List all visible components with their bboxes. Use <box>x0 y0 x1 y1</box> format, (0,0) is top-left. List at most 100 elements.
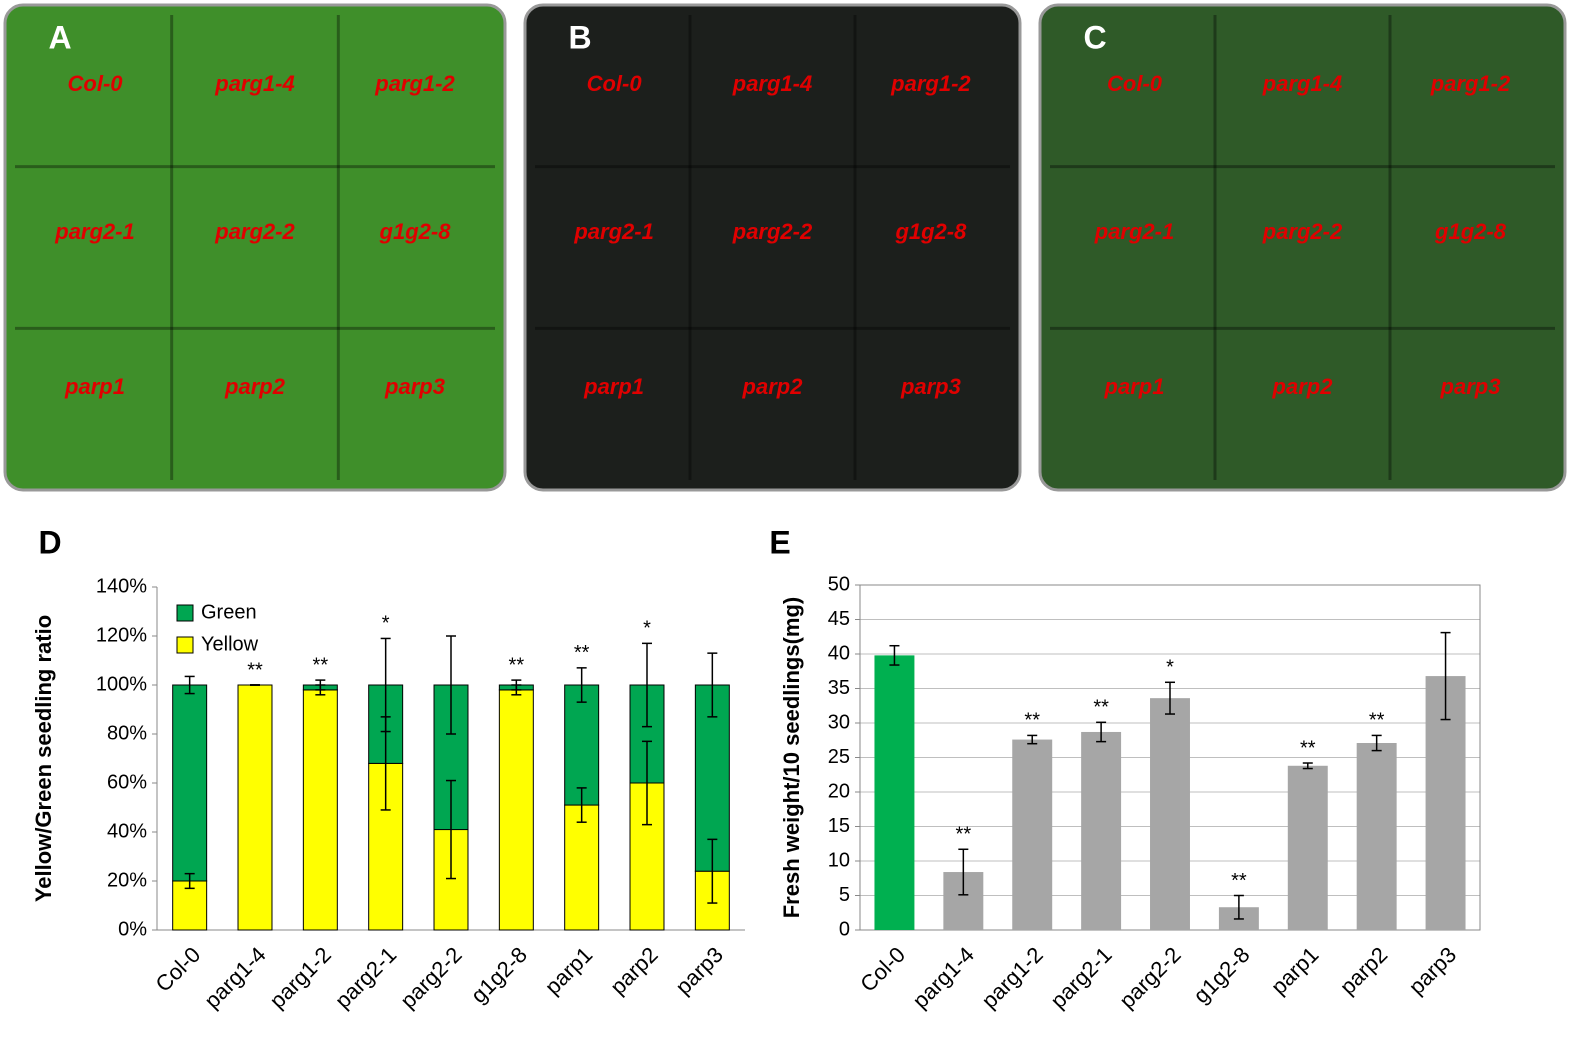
significance-label: ** <box>1024 710 1040 732</box>
significance-label: * <box>1166 657 1174 679</box>
y-tick-label: 25 <box>828 746 850 768</box>
bar <box>1012 739 1053 930</box>
genotype-label: parp1 <box>583 374 644 399</box>
significance-label: ** <box>247 659 263 681</box>
significance-label: * <box>382 613 390 635</box>
bar <box>1356 743 1397 930</box>
genotype-label: parp3 <box>1440 374 1501 399</box>
genotype-label: parg2-1 <box>54 219 134 244</box>
genotype-label: parp2 <box>742 374 804 399</box>
y-tick-label: 35 <box>828 677 850 699</box>
significance-label: ** <box>313 654 329 676</box>
genotype-label: parg2-2 <box>732 219 813 244</box>
x-tick-label: parp3 <box>671 942 728 999</box>
x-tick-label: parp3 <box>1404 942 1461 999</box>
bar-segment <box>564 684 600 806</box>
significance-label: * <box>643 618 651 640</box>
x-tick-label: parg2-1 <box>1045 942 1116 1013</box>
genotype-label: parp2 <box>1272 374 1334 399</box>
legend-swatch <box>176 636 194 654</box>
y-tick-label: 30 <box>828 711 850 733</box>
y-tick-label: 50 <box>828 573 850 595</box>
bar-segment <box>564 804 600 931</box>
genotype-label: parg2-2 <box>1262 219 1343 244</box>
x-tick-label: Col-0 <box>150 942 205 997</box>
x-tick-label: Col-0 <box>855 942 910 997</box>
y-tick-label: 120% <box>96 624 147 646</box>
genotype-label: parg1-2 <box>890 71 971 96</box>
y-tick-label: 140% <box>96 575 147 597</box>
significance-label: ** <box>574 642 590 664</box>
y-tick-label: 0% <box>118 918 147 940</box>
bar-segment <box>237 684 273 931</box>
bar <box>1150 698 1190 930</box>
panel-letter: B <box>568 19 591 55</box>
genotype-label: parg1-2 <box>374 71 455 96</box>
legend-label: Green <box>201 601 257 623</box>
genotype-label: parg1-2 <box>1430 71 1511 96</box>
x-tick-label: parg2-2 <box>395 942 466 1013</box>
panel-letter: C <box>1083 19 1106 55</box>
significance-label: ** <box>956 824 972 846</box>
x-tick-label: parg1-2 <box>265 942 336 1013</box>
genotype-label: g1g2-8 <box>379 219 452 244</box>
genotype-label: parg2-1 <box>1094 219 1174 244</box>
y-tick-label: 20 <box>828 780 850 802</box>
genotype-label: parp2 <box>224 374 286 399</box>
y-tick-label: 80% <box>107 722 147 744</box>
bar-segment <box>498 689 534 931</box>
significance-label: ** <box>1231 870 1247 892</box>
bar <box>1287 765 1328 930</box>
genotype-label: parg2-2 <box>214 219 295 244</box>
x-tick-label: parp2 <box>1335 942 1392 999</box>
significance-label: ** <box>509 654 525 676</box>
genotype-label: g1g2-8 <box>1434 219 1507 244</box>
x-tick-label: g1g2-8 <box>1188 942 1254 1008</box>
genotype-label: parp1 <box>64 374 125 399</box>
genotype-label: parp3 <box>900 374 961 399</box>
x-tick-label: parp2 <box>605 942 662 999</box>
y-tick-label: 10 <box>828 849 850 871</box>
y-tick-label: 40 <box>828 642 850 664</box>
x-tick-label: g1g2-8 <box>466 942 532 1008</box>
photo-plate <box>1038 3 1567 492</box>
genotype-label: parg1-4 <box>732 71 812 96</box>
y-axis-label: Fresh weight/10 seedlings(mg) <box>779 597 804 919</box>
genotype-label: parg1-4 <box>1262 71 1342 96</box>
bar <box>1081 731 1122 930</box>
y-tick-label: 5 <box>839 884 850 906</box>
y-tick-label: 45 <box>828 608 850 630</box>
y-tick-label: 20% <box>107 869 147 891</box>
significance-label: ** <box>1093 697 1109 719</box>
genotype-label: Col-0 <box>587 71 643 96</box>
genotype-label: parp1 <box>1104 374 1165 399</box>
significance-label: ** <box>1369 710 1385 732</box>
y-tick-label: 100% <box>96 673 147 695</box>
significance-label: ** <box>1300 737 1316 759</box>
genotype-label: Col-0 <box>1107 71 1163 96</box>
bar-segment <box>302 689 338 931</box>
genotype-label: parg2-1 <box>573 219 653 244</box>
x-tick-label: parg1-4 <box>199 942 270 1013</box>
y-tick-label: 0 <box>839 918 850 940</box>
y-axis-label: Yellow/Green seedling ratio <box>31 615 56 902</box>
y-tick-label: 40% <box>107 820 147 842</box>
legend-label: Yellow <box>201 633 259 655</box>
bar-segment <box>172 684 208 882</box>
genotype-label: parp3 <box>384 374 445 399</box>
y-tick-label: 60% <box>107 771 147 793</box>
x-tick-label: parg1-2 <box>977 942 1048 1013</box>
panel-letter: A <box>48 19 71 55</box>
panel-letter: D <box>38 524 61 560</box>
y-tick-label: 15 <box>828 815 850 837</box>
genotype-label: Col-0 <box>68 71 124 96</box>
bar <box>874 655 915 930</box>
panel-letter: E <box>769 524 790 560</box>
photo-plate <box>523 3 1022 492</box>
photo-plate <box>3 3 507 492</box>
x-tick-label: parp1 <box>1266 942 1323 999</box>
genotype-label: parg1-4 <box>214 71 294 96</box>
genotype-label: g1g2-8 <box>894 219 967 244</box>
x-tick-label: parp1 <box>540 942 597 999</box>
